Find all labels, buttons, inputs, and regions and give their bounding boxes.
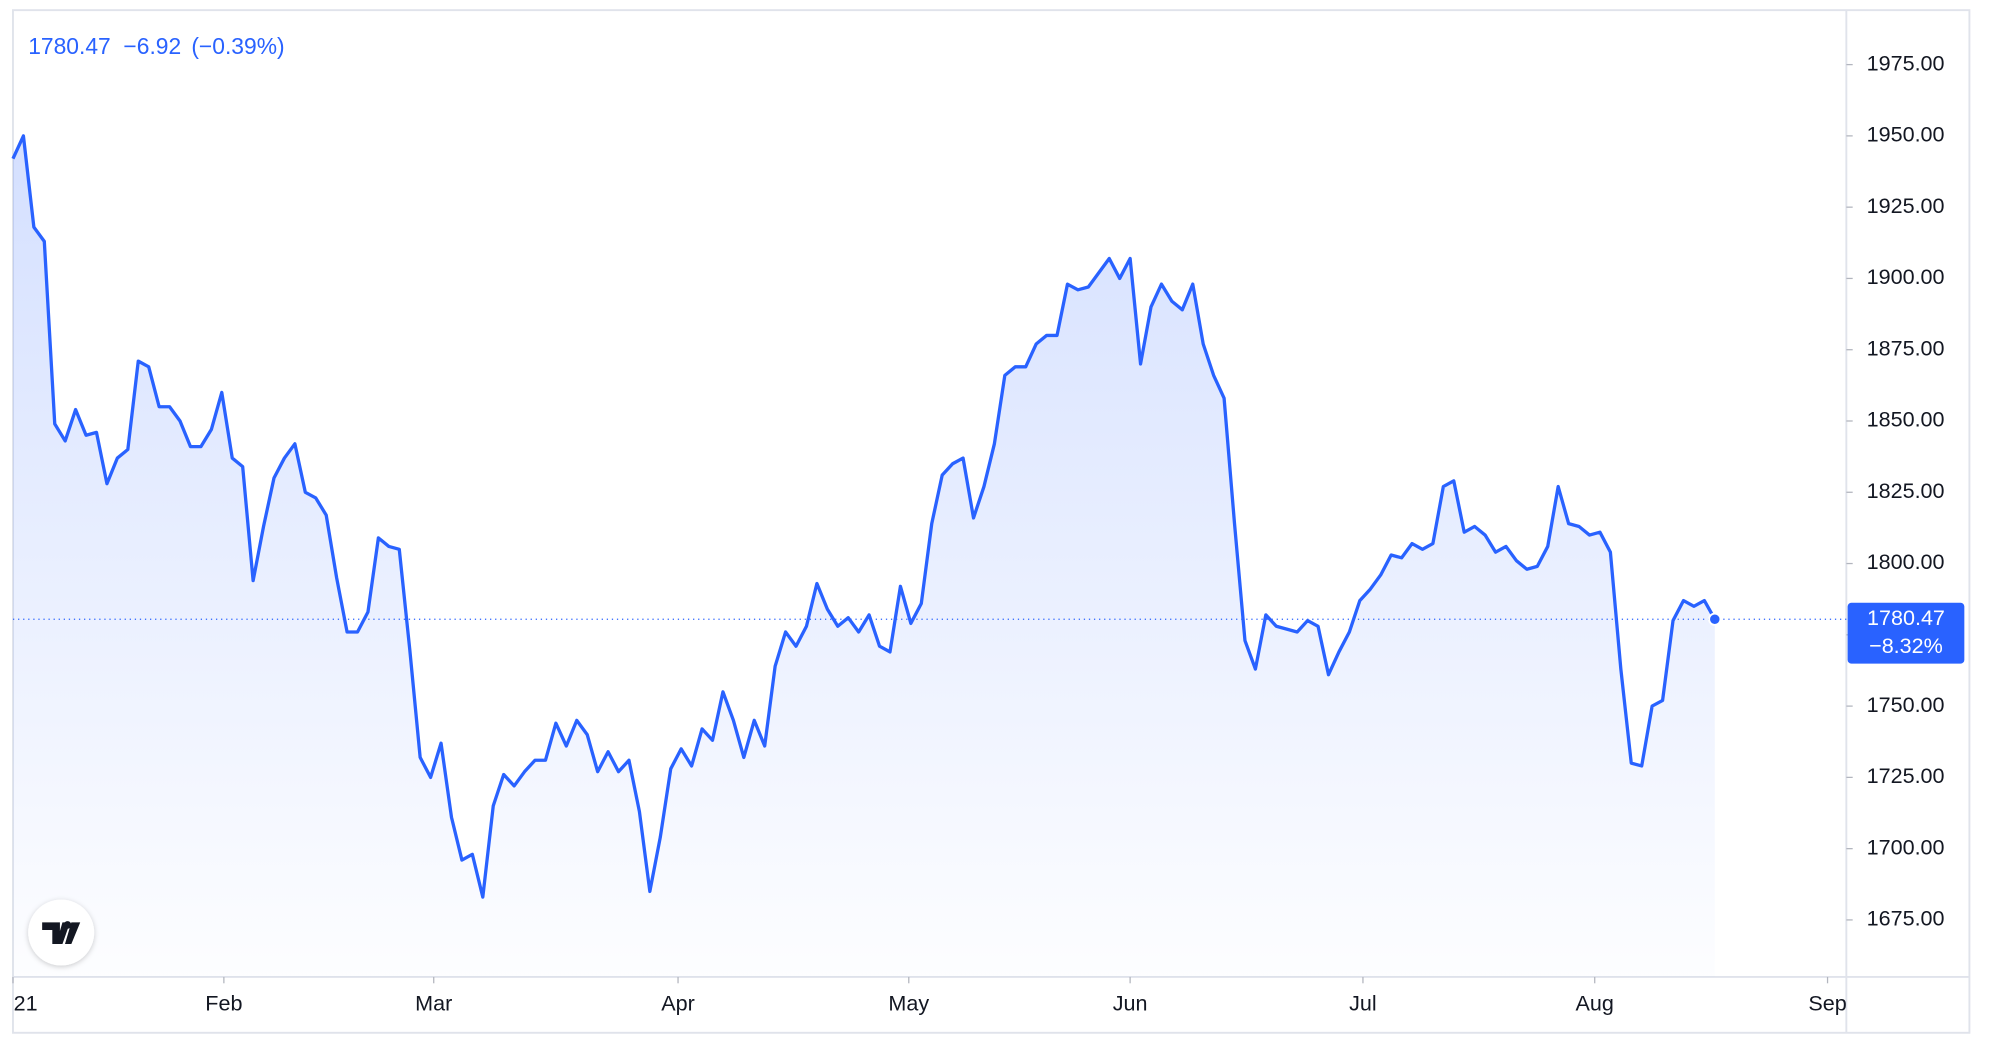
price-line <box>11 134 1717 899</box>
legend-header: 1780.47 −6.92 (−0.39%) <box>28 33 284 59</box>
last-point <box>1708 612 1722 626</box>
x-tick-label: May <box>888 991 929 1016</box>
y-tick-label: 1925.00 <box>1867 193 1945 218</box>
x-tick-label: 21 <box>14 991 38 1016</box>
x-tick-label: Jul <box>1349 991 1377 1016</box>
x-tick-label: Mar <box>415 991 452 1016</box>
y-tick-label: 1700.00 <box>1867 834 1945 859</box>
last-price-box <box>1847 602 1965 664</box>
legend-change-pct: (−0.39%) <box>191 33 284 59</box>
y-tick-label: 1750.00 <box>1867 692 1945 717</box>
x-tick-label: Feb <box>205 991 242 1016</box>
y-tick-label: 1800.00 <box>1867 549 1945 574</box>
x-tick-label: Apr <box>661 991 695 1016</box>
last-price-pct: −8.32% <box>1869 633 1943 658</box>
x-tick-label: Jun <box>1113 991 1148 1016</box>
area-fill <box>12 135 1715 977</box>
y-tick-label: 1825.00 <box>1867 478 1945 503</box>
legend-change: −6.92 <box>123 33 181 59</box>
x-tick-label: Aug <box>1576 991 1614 1016</box>
y-tick-label: 1850.00 <box>1867 407 1945 432</box>
y-tick-label: 1950.00 <box>1867 122 1945 147</box>
y-tick-label: 1975.00 <box>1867 50 1945 75</box>
legend-last: 1780.47 <box>28 33 111 59</box>
y-tick-label: 1900.00 <box>1867 264 1945 289</box>
y-tick-label: 1725.00 <box>1867 763 1945 788</box>
tv-logo <box>28 899 95 966</box>
y-tick-label: 1875.00 <box>1867 335 1945 360</box>
last-price-label: 1780.47 <box>1867 605 1945 630</box>
plot <box>11 134 1847 977</box>
y-tick-label: 1675.00 <box>1867 906 1945 931</box>
x-tick-label: Sep <box>1808 991 1846 1016</box>
